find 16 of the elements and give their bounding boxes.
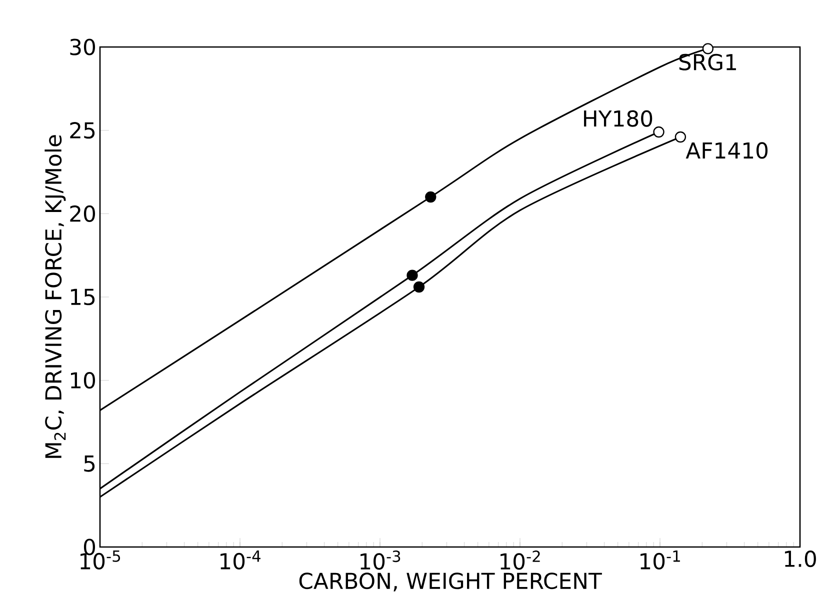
- x-tick-label: 10$^{-4}$: [220, 550, 260, 570]
- x-tick-label: 10$^{-2}$: [500, 550, 540, 570]
- y-tick-label: 10: [70, 372, 96, 389]
- y-tick-label: 20: [70, 205, 96, 222]
- x-tick-label: 10$^{-3}$: [360, 550, 400, 570]
- y-tick-label: 5: [84, 456, 95, 472]
- y-tick-label: 25: [70, 122, 95, 139]
- x-axis-title: CARBON, WEIGHT PERCENT: [299, 572, 602, 592]
- y-tick-label: 30: [70, 38, 96, 56]
- series-label: SRG1: [679, 54, 736, 70]
- y-axis-title: M$_{2}$C, DRIVING FORCE, KJ/Mole: [44, 135, 66, 458]
- x-tick-label: 10$^{-1}$: [640, 550, 680, 570]
- series-label: HY180: [584, 110, 652, 127]
- series-label: AF1410: [686, 142, 768, 159]
- y-tick-label: 15: [70, 288, 95, 306]
- x-tick-label: 1.0: [784, 550, 816, 568]
